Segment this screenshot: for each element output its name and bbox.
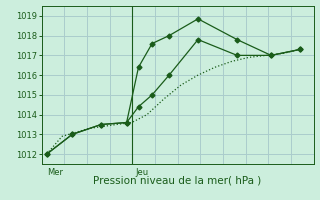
X-axis label: Pression niveau de la mer( hPa ): Pression niveau de la mer( hPa ) (93, 175, 262, 185)
Text: Mer: Mer (47, 168, 63, 177)
Text: Jeu: Jeu (135, 168, 148, 177)
